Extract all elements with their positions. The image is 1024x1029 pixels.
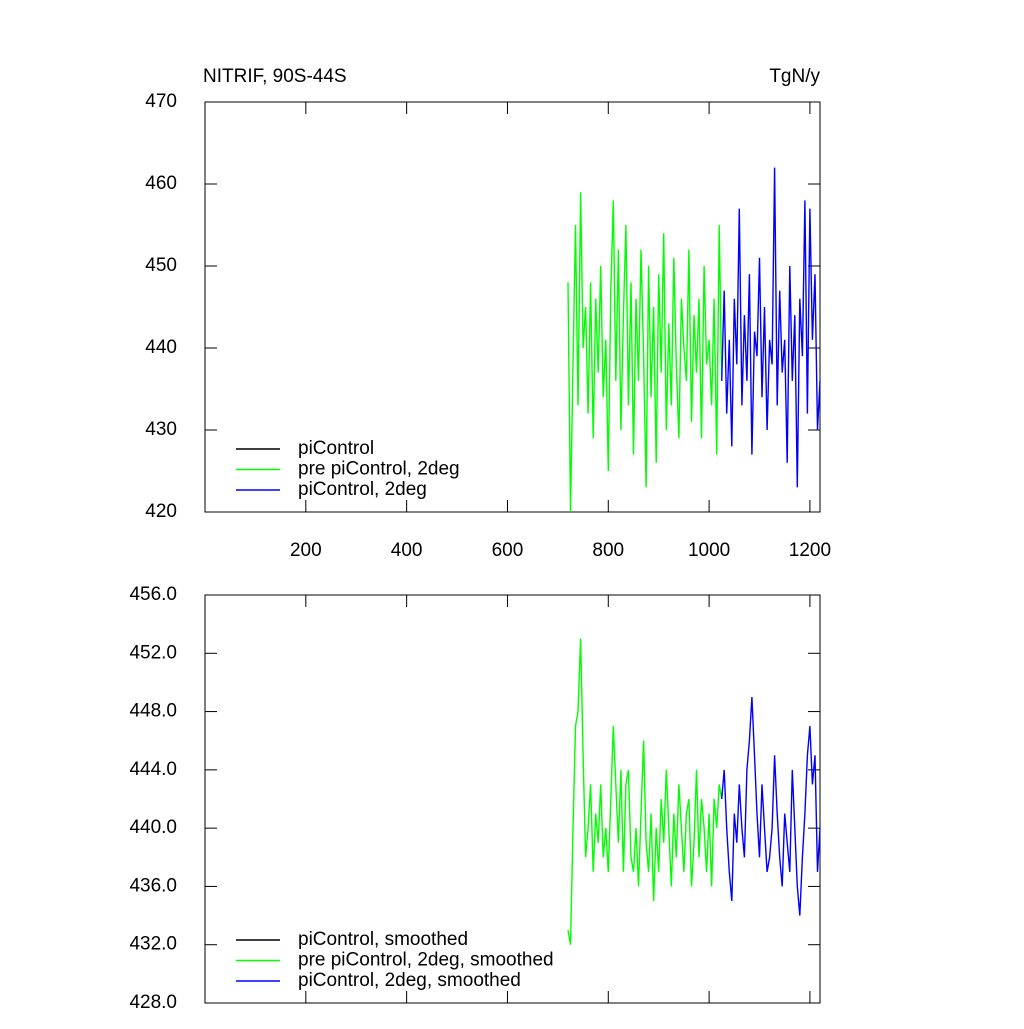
- y-tick-label: 444.0: [129, 759, 177, 780]
- legend-label: piControl: [298, 438, 374, 459]
- y-tick-label: 436.0: [129, 875, 177, 896]
- legend-label: pre piControl, 2deg, smoothed: [298, 950, 554, 971]
- legend-label: piControl, smoothed: [298, 929, 468, 950]
- x-tick-label: 1000: [688, 540, 730, 561]
- y-tick-label: 470: [145, 91, 177, 112]
- data-line: [721, 696, 821, 916]
- units-label: TgN/y: [769, 66, 820, 87]
- y-tick-label: 452.0: [129, 642, 177, 663]
- y-tick-label: 460: [145, 173, 177, 194]
- x-tick-label: 1200: [789, 540, 831, 561]
- x-tick-label: 400: [391, 540, 423, 561]
- legend-label: piControl, 2deg, smoothed: [298, 970, 521, 991]
- y-tick-label: 432.0: [129, 934, 177, 955]
- legend-label: pre piControl, 2deg: [298, 459, 460, 480]
- y-tick-label: 440.0: [129, 817, 177, 838]
- plot-frame: [204, 594, 821, 1004]
- data-line: [721, 167, 821, 488]
- y-tick-label: 420: [145, 501, 177, 522]
- legend-label: piControl, 2deg: [298, 479, 427, 500]
- y-tick-label: 456.0: [129, 584, 177, 605]
- x-tick-label: 800: [592, 540, 624, 561]
- y-tick-label: 440: [145, 337, 177, 358]
- x-tick-label: 600: [492, 540, 524, 561]
- y-tick-label: 450: [145, 255, 177, 276]
- y-tick-label: 430: [145, 419, 177, 440]
- data-line: [567, 638, 723, 945]
- plot-frame: [204, 101, 821, 513]
- data-line: [567, 192, 723, 513]
- x-tick-label: 200: [290, 540, 322, 561]
- y-tick-label: 428.0: [129, 992, 177, 1013]
- y-tick-label: 448.0: [129, 701, 177, 722]
- chart-title: NITRIF, 90S-44S: [203, 66, 347, 87]
